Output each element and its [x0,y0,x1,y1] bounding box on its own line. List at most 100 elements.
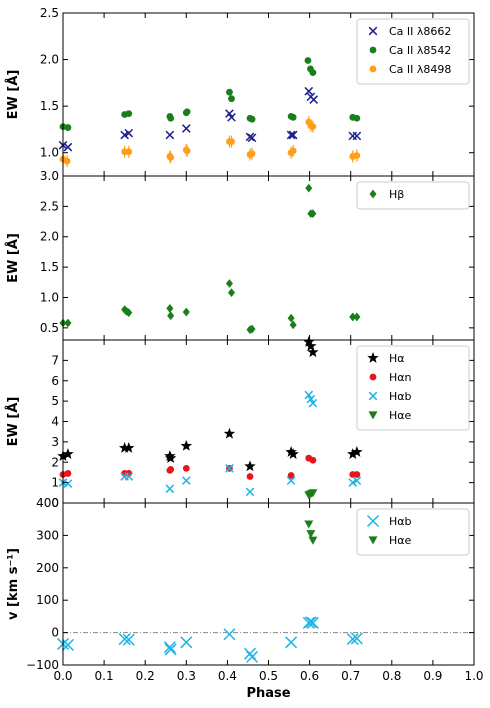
y-tick-label: 2 [51,455,59,469]
data-point [309,95,319,104]
x-axis-label: Phase [246,686,290,701]
data-point [180,439,193,451]
data-point [227,112,236,122]
y-tick-label: −100 [26,658,59,672]
series-2-1 [59,454,361,480]
data-point [123,441,135,453]
legend-label: Ca II λ8498 [389,63,451,76]
x-tick-label: 0.9 [423,669,442,683]
data-point [122,633,135,646]
data-point [352,476,362,485]
legend: Hα Hαn Hαb Hαe [356,345,470,431]
data-point [125,308,133,318]
data-point [124,128,134,138]
data-point [223,427,236,439]
x-tick-label: 1.0 [464,669,483,683]
data-point [248,115,256,123]
legend-label: Hαe [389,534,412,547]
data-point [304,520,314,529]
legend-marker [366,514,380,528]
data-point [306,530,316,539]
data-point [289,320,297,330]
data-point [62,448,74,459]
legend-marker [369,46,377,54]
x-tick-label: 0.6 [300,669,319,683]
data-point [308,398,318,408]
data-point [287,448,299,459]
panel-calcium-triplet: 1.0 1.5 2.0 2.5 EW [Å] Ca II λ8662 Ca II λ8542… [5,6,475,177]
series-3-1 [304,520,318,545]
y-tick-label: 300 [36,528,59,542]
y-tick-label: 0.5 [40,321,59,335]
data-point [308,489,318,498]
data-point [248,150,256,158]
y-axis-label: EW [Å] [5,397,21,447]
data-point [228,95,235,103]
data-point [165,130,175,140]
series-0-0 [58,86,362,152]
data-point [243,647,257,660]
legend-marker [369,189,377,199]
y-tick-label: 2.0 [40,53,59,67]
data-point [182,307,190,317]
data-point [64,470,72,477]
data-point [349,312,357,322]
legend-label: Hαe [389,409,412,422]
data-point [183,108,191,116]
data-point [166,304,174,313]
data-point [245,132,255,142]
data-point [303,336,315,347]
data-point [351,446,363,457]
data-point [125,148,133,156]
data-point [244,460,256,472]
series-2-2 [58,390,362,497]
data-point [285,446,297,457]
legend-label: Hβ [389,188,404,201]
data-point [247,133,257,143]
data-point [353,312,361,322]
legend-marker [368,26,378,36]
y-tick-label: 3.0 [40,169,59,183]
data-point [286,476,296,485]
data-point [306,394,316,404]
y-tick-label: 1.0 [40,146,59,160]
legend: Ca II λ8662 Ca II λ8542 Ca II λ8498 [356,18,470,85]
legend-marker [368,411,378,420]
data-point [306,616,319,629]
y-axis-label: v [km s⁻¹] [6,548,21,620]
data-point [304,57,312,64]
data-point [305,340,317,351]
data-point [124,472,134,481]
data-point [348,131,358,141]
x-tick-label: 0.3 [177,669,196,683]
x-tick-label: 0.0 [53,669,72,683]
data-point [118,633,131,646]
y-axis-label: EW [Å] [5,70,21,120]
data-point [167,114,175,122]
series-0-2 [59,115,361,168]
data-point [248,324,256,334]
data-point [64,124,72,131]
x-tick-label: 0.2 [136,669,155,683]
data-point [287,313,295,323]
series-2-3 [304,489,318,500]
legend-marker [368,391,378,401]
legend: Hαb Hαe [356,508,470,556]
data-point [307,346,319,358]
x-tick-label: 0.5 [259,669,278,683]
data-point [167,153,175,161]
data-point [226,88,233,96]
data-point [353,471,361,478]
legend-marker [369,65,377,73]
data-point [164,452,177,464]
legend-box [356,345,470,431]
legend-box [356,18,470,85]
data-point [246,473,254,480]
legend-label: Ca II λ8542 [389,44,451,57]
data-point [346,633,359,646]
legend-label: Hαn [389,371,412,384]
data-point [163,641,176,654]
data-point [167,465,175,473]
data-point [288,130,298,140]
data-point [125,110,133,117]
